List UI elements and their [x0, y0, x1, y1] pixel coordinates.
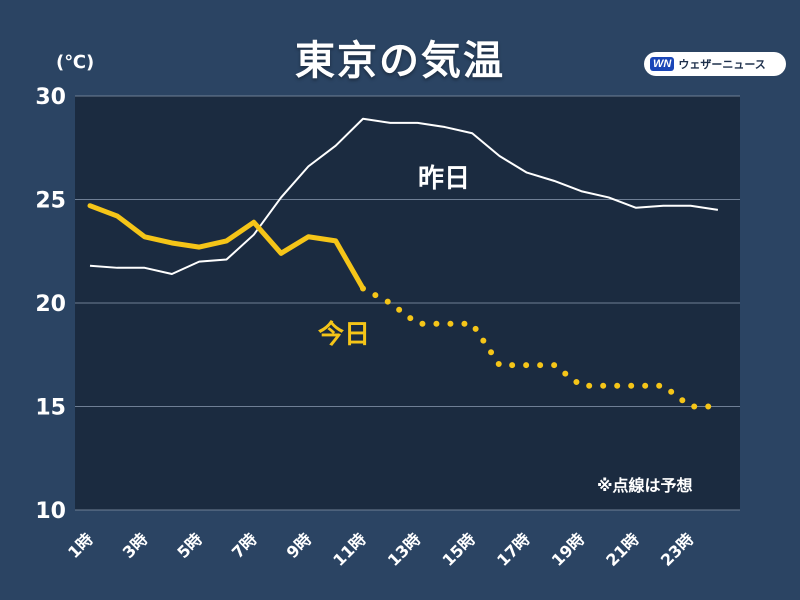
logo-text: ウェザーニュース: [678, 58, 766, 71]
series-line-yesterday: [89, 117, 719, 276]
gridlines: [75, 95, 740, 511]
x-tick-label: 11時: [329, 529, 370, 570]
x-tick-label: 21時: [602, 529, 643, 570]
y-tick-label: 15: [35, 396, 66, 421]
x-tick-label: 3時: [119, 529, 152, 562]
x-tick-label: 9時: [283, 529, 316, 562]
series-group: [87, 117, 721, 410]
series-line-today: [87, 203, 366, 292]
x-tick-label: 23時: [657, 529, 698, 570]
logo-mark: WN: [650, 57, 675, 71]
x-tick-label: 1時: [64, 529, 97, 562]
y-tick-label: 10: [35, 499, 66, 524]
forecast-note: ※点線は予想: [597, 476, 693, 495]
y-axis-unit: (℃): [56, 52, 95, 73]
weathernews-logo: WN ウェザーニュース: [644, 52, 786, 76]
series-line-today-forecast: [360, 285, 721, 410]
x-axis-ticks: 1時 3時 5時 7時 9時 11時 13時 15時 17時 19時 21時 23時: [64, 529, 697, 570]
x-tick-label: 17時: [493, 529, 534, 570]
x-tick-label: 5時: [173, 529, 206, 562]
y-tick-label: 25: [35, 189, 66, 214]
y-tick-label: 20: [35, 292, 66, 317]
label-today: 今日: [318, 319, 370, 350]
label-yesterday: 昨日: [418, 164, 470, 194]
x-tick-label: 7時: [228, 529, 261, 562]
x-tick-label: 19時: [548, 529, 589, 570]
y-axis-ticks: 10 15 20 25 30: [35, 85, 66, 524]
chart-title: 東京の気温: [295, 38, 505, 84]
y-tick-label: 30: [35, 85, 66, 110]
x-tick-label: 15時: [439, 529, 480, 570]
x-tick-label: 13時: [384, 529, 425, 570]
